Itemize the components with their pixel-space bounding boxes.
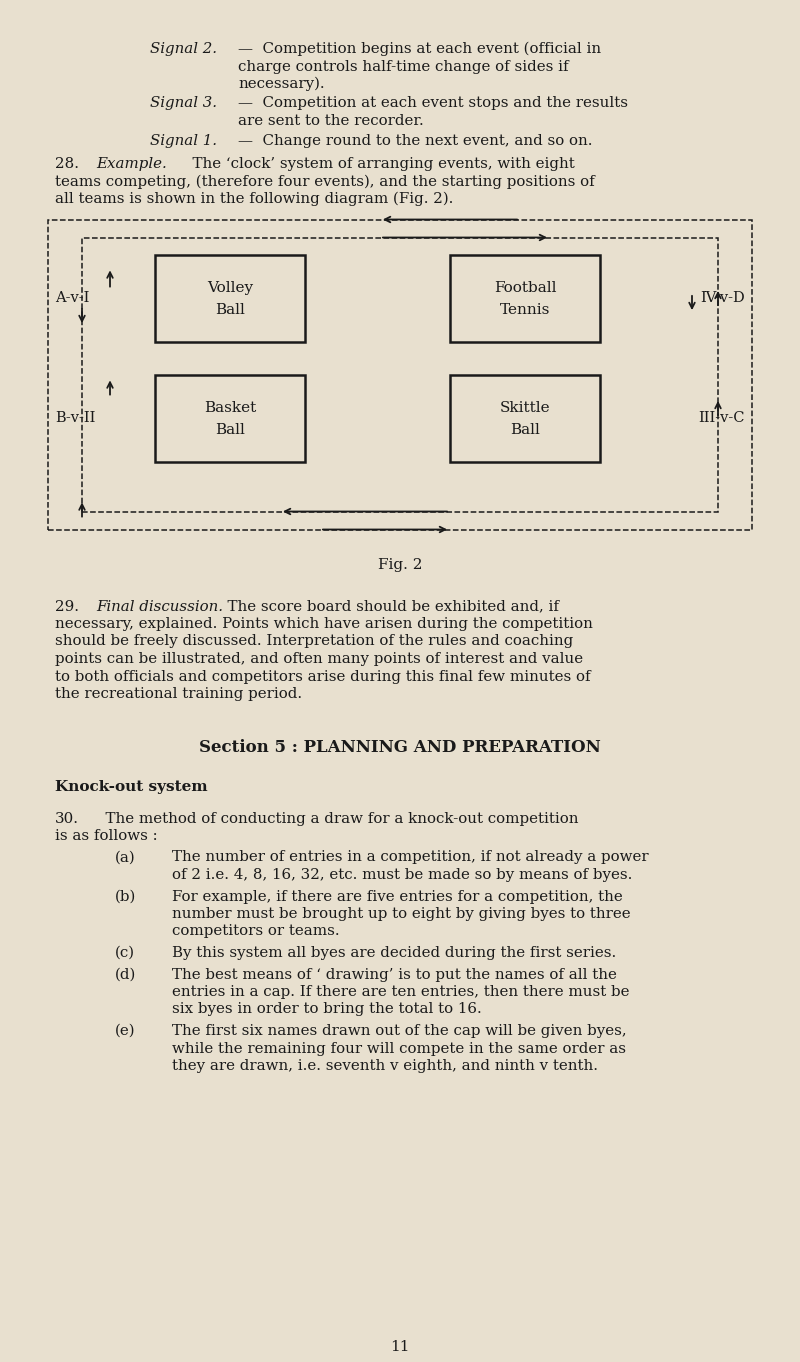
Text: charge controls half-time change of sides if: charge controls half-time change of side… (238, 60, 569, 74)
Text: The best means of ‘ drawing’ is to put the names of all the: The best means of ‘ drawing’ is to put t… (172, 967, 617, 982)
Text: IV-v-D: IV-v-D (700, 291, 745, 305)
Text: By this system all byes are decided during the first series.: By this system all byes are decided duri… (172, 947, 616, 960)
Text: (b): (b) (115, 889, 136, 903)
Text: Ball: Ball (510, 424, 540, 437)
Text: 29.: 29. (55, 599, 79, 613)
Text: The number of entries in a competition, if not already a power: The number of entries in a competition, … (172, 850, 649, 865)
Text: are sent to the recorder.: are sent to the recorder. (238, 114, 424, 128)
Bar (48, 219, 752, 530)
Text: Fig. 2: Fig. 2 (378, 557, 422, 572)
Text: Section 5 : PLANNING AND PREPARATION: Section 5 : PLANNING AND PREPARATION (199, 740, 601, 756)
Bar (450, 375, 600, 462)
Text: all teams is shown in the following diagram (Fig. 2).: all teams is shown in the following diag… (55, 192, 454, 207)
Text: The ‘clock’ system of arranging events, with eight: The ‘clock’ system of arranging events, … (183, 157, 574, 172)
Bar (155, 255, 305, 342)
Text: Skittle: Skittle (500, 400, 550, 415)
Text: while the remaining four will compete in the same order as: while the remaining four will compete in… (172, 1042, 626, 1056)
Text: Example.: Example. (96, 157, 166, 172)
Text: Volley: Volley (207, 281, 253, 296)
Text: Ball: Ball (215, 424, 245, 437)
Text: For example, if there are five entries for a competition, the: For example, if there are five entries f… (172, 889, 622, 903)
Text: Final discussion.: Final discussion. (96, 599, 223, 613)
Text: necessary).: necessary). (238, 78, 325, 91)
Text: number must be brought up to eight by giving byes to three: number must be brought up to eight by gi… (172, 907, 630, 921)
Text: teams competing, (therefore four events), and the starting positions of: teams competing, (therefore four events)… (55, 174, 594, 189)
Text: Tennis: Tennis (500, 302, 550, 317)
Text: —  Change round to the next event, and so on.: — Change round to the next event, and so… (238, 133, 593, 147)
Text: The first six names drawn out of the cap will be given byes,: The first six names drawn out of the cap… (172, 1024, 626, 1038)
Bar (82, 237, 718, 512)
Text: —  Competition begins at each event (official in: — Competition begins at each event (offi… (238, 42, 601, 56)
Text: Basket: Basket (204, 400, 256, 415)
Text: 30.: 30. (55, 812, 79, 825)
Text: (a): (a) (115, 850, 136, 865)
Text: III-v-C: III-v-C (698, 411, 745, 425)
Text: competitors or teams.: competitors or teams. (172, 925, 340, 938)
Text: 28.: 28. (55, 157, 79, 172)
Text: Ball: Ball (215, 302, 245, 317)
Text: of 2 i.e. 4, 8, 16, 32, etc. must be made so by means of byes.: of 2 i.e. 4, 8, 16, 32, etc. must be mad… (172, 868, 632, 883)
Text: (c): (c) (115, 947, 135, 960)
Text: entries in a cap. If there are ten entries, then there must be: entries in a cap. If there are ten entri… (172, 985, 630, 998)
Text: they are drawn, i.e. seventh v eighth, and ninth v tenth.: they are drawn, i.e. seventh v eighth, a… (172, 1060, 598, 1073)
Text: B-v-II: B-v-II (55, 411, 95, 425)
Text: Signal 3.: Signal 3. (150, 97, 217, 110)
Text: Knock-out system: Knock-out system (55, 779, 208, 794)
Text: should be freely discussed. Interpretation of the rules and coaching: should be freely discussed. Interpretati… (55, 635, 574, 648)
Text: points can be illustrated, and often many points of interest and value: points can be illustrated, and often man… (55, 652, 583, 666)
Text: necessary, explained. Points which have arisen during the competition: necessary, explained. Points which have … (55, 617, 593, 631)
Text: 11: 11 (390, 1340, 410, 1354)
Text: The score board should be exhibited and, if: The score board should be exhibited and,… (218, 599, 559, 613)
Text: A-v-I: A-v-I (55, 291, 90, 305)
Text: (e): (e) (115, 1024, 135, 1038)
Text: Signal 2.: Signal 2. (150, 42, 217, 56)
Text: The method of conducting a draw for a knock-out competition: The method of conducting a draw for a kn… (96, 812, 578, 825)
Text: —  Competition at each event stops and the results: — Competition at each event stops and th… (238, 97, 628, 110)
Text: is as follows :: is as follows : (55, 829, 158, 843)
Text: six byes in order to bring the total to 16.: six byes in order to bring the total to … (172, 1002, 482, 1016)
Text: to both officials and competitors arise during this final few minutes of: to both officials and competitors arise … (55, 670, 590, 684)
Text: Signal 1.: Signal 1. (150, 133, 217, 147)
Text: the recreational training period.: the recreational training period. (55, 686, 302, 701)
Text: Football: Football (494, 281, 556, 296)
Bar (155, 375, 305, 462)
Text: (d): (d) (115, 967, 136, 982)
Bar (450, 255, 600, 342)
